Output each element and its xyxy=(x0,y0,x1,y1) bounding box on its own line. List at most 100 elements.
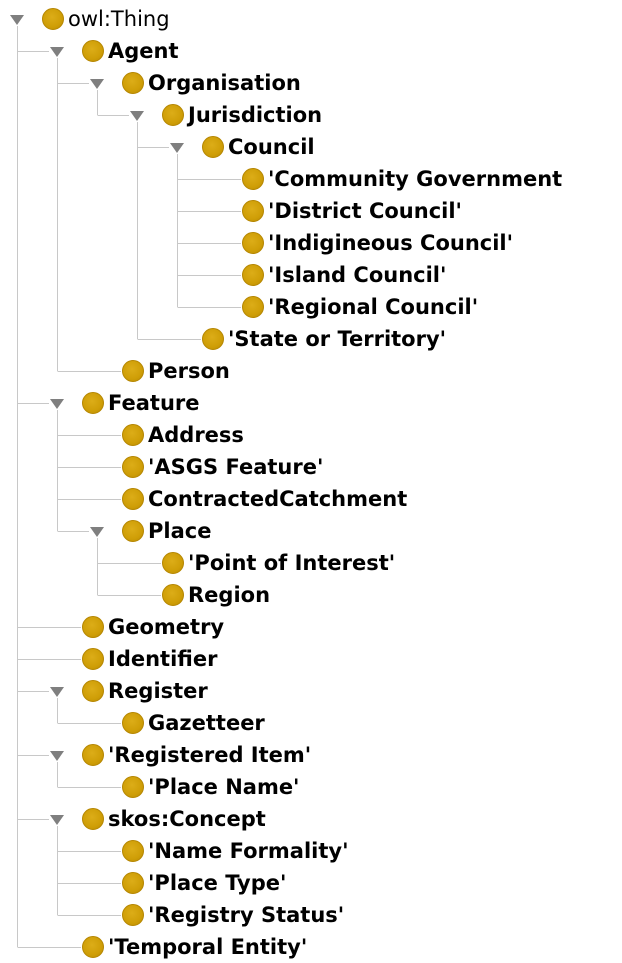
tree-node-register[interactable]: Register xyxy=(0,675,622,707)
class-circle-icon xyxy=(42,8,64,30)
tree-node-registry-status[interactable]: 'Registry Status' xyxy=(0,899,622,931)
triangle-down-icon[interactable] xyxy=(50,47,64,57)
tree-node-label: Agent xyxy=(108,39,179,63)
tree-node-state-or-territory[interactable]: 'State or Territory' xyxy=(0,323,622,355)
tree-node-label: 'Place Type' xyxy=(148,871,287,895)
triangle-down-icon[interactable] xyxy=(170,143,184,153)
tree-node-council[interactable]: Council xyxy=(0,131,622,163)
tree-node-label: ContractedCatchment xyxy=(148,487,408,511)
tree-node-owl-thing[interactable]: owl:Thing xyxy=(0,3,622,35)
tree-node-temporal-entity[interactable]: 'Temporal Entity' xyxy=(0,931,622,963)
tree-node-identifier[interactable]: Identifier xyxy=(0,643,622,675)
class-circle-icon xyxy=(162,104,184,126)
class-circle-icon xyxy=(82,680,104,702)
class-circle-icon xyxy=(242,168,264,190)
tree-node-regional-council[interactable]: 'Regional Council' xyxy=(0,291,622,323)
tree-node-indigineous-council[interactable]: 'Indigineous Council' xyxy=(0,227,622,259)
tree-node-address[interactable]: Address xyxy=(0,419,622,451)
tree-node-label: Person xyxy=(148,359,230,383)
tree-node-skos-concept[interactable]: skos:Concept xyxy=(0,803,622,835)
tree-node-feature[interactable]: Feature xyxy=(0,387,622,419)
tree-node-label: 'Registry Status' xyxy=(148,903,345,927)
class-circle-icon xyxy=(162,584,184,606)
tree-node-label: 'Temporal Entity' xyxy=(108,935,308,959)
triangle-down-icon[interactable] xyxy=(90,527,104,537)
class-circle-icon xyxy=(122,840,144,862)
tree-node-point-of-interest[interactable]: 'Point of Interest' xyxy=(0,547,622,579)
tree-node-registered-item[interactable]: 'Registered Item' xyxy=(0,739,622,771)
class-circle-icon xyxy=(82,808,104,830)
class-circle-icon xyxy=(202,328,224,350)
class-circle-icon xyxy=(122,72,144,94)
tree-node-gazetteer[interactable]: Gazetteer xyxy=(0,707,622,739)
class-circle-icon xyxy=(162,552,184,574)
tree-node-label: 'Regional Council' xyxy=(268,295,479,319)
triangle-down-icon[interactable] xyxy=(50,815,64,825)
tree-node-label: 'Island Council' xyxy=(268,263,447,287)
tree-node-label: Feature xyxy=(108,391,200,415)
class-circle-icon xyxy=(242,232,264,254)
tree-node-place-name[interactable]: 'Place Name' xyxy=(0,771,622,803)
tree-node-label: 'ASGS Feature' xyxy=(148,455,324,479)
triangle-down-icon[interactable] xyxy=(50,751,64,761)
tree-node-community-government[interactable]: 'Community Government xyxy=(0,163,622,195)
tree-node-geometry[interactable]: Geometry xyxy=(0,611,622,643)
class-circle-icon xyxy=(82,40,104,62)
class-circle-icon xyxy=(122,424,144,446)
tree-node-organisation[interactable]: Organisation xyxy=(0,67,622,99)
class-circle-icon xyxy=(122,488,144,510)
tree-node-contractedcatchment[interactable]: ContractedCatchment xyxy=(0,483,622,515)
class-circle-icon xyxy=(82,392,104,414)
tree-node-island-council[interactable]: 'Island Council' xyxy=(0,259,622,291)
tree-node-place-type[interactable]: 'Place Type' xyxy=(0,867,622,899)
tree-node-region[interactable]: Region xyxy=(0,579,622,611)
tree-node-label: 'Place Name' xyxy=(148,775,300,799)
class-circle-icon xyxy=(122,904,144,926)
triangle-down-icon[interactable] xyxy=(90,79,104,89)
tree-node-place[interactable]: Place xyxy=(0,515,622,547)
tree-node-name-formality[interactable]: 'Name Formality' xyxy=(0,835,622,867)
class-circle-icon xyxy=(82,648,104,670)
class-circle-icon xyxy=(122,872,144,894)
class-circle-icon xyxy=(82,936,104,958)
tree-node-label: 'State or Territory' xyxy=(228,327,447,351)
triangle-down-icon[interactable] xyxy=(50,399,64,409)
tree-node-label: Identifier xyxy=(108,647,218,671)
tree-node-label: Jurisdiction xyxy=(188,103,323,127)
class-circle-icon xyxy=(242,296,264,318)
class-circle-icon xyxy=(122,456,144,478)
tree-node-label: 'District Council' xyxy=(268,199,462,223)
tree-node-label: skos:Concept xyxy=(108,807,266,831)
class-circle-icon xyxy=(122,776,144,798)
tree-node-person[interactable]: Person xyxy=(0,355,622,387)
tree-node-district-council[interactable]: 'District Council' xyxy=(0,195,622,227)
tree-node-label: Council xyxy=(228,135,315,159)
tree-node-jurisdiction[interactable]: Jurisdiction xyxy=(0,99,622,131)
tree-node-label: Region xyxy=(188,583,271,607)
class-circle-icon xyxy=(202,136,224,158)
tree-node-asgs-feature[interactable]: 'ASGS Feature' xyxy=(0,451,622,483)
class-circle-icon xyxy=(242,264,264,286)
class-circle-icon xyxy=(122,520,144,542)
tree-node-label: Address xyxy=(148,423,244,447)
tree-node-label: 'Registered Item' xyxy=(108,743,312,767)
tree-node-agent[interactable]: Agent xyxy=(0,35,622,67)
tree-node-label: owl:Thing xyxy=(68,7,170,31)
tree-node-label: 'Name Formality' xyxy=(148,839,349,863)
tree-node-label: 'Indigineous Council' xyxy=(268,231,514,255)
tree-node-label: Register xyxy=(108,679,208,703)
tree-node-label: Organisation xyxy=(148,71,301,95)
tree-node-label: Gazetteer xyxy=(148,711,265,735)
tree-node-label: 'Point of Interest' xyxy=(188,551,396,575)
tree-node-label: Place xyxy=(148,519,212,543)
triangle-down-icon[interactable] xyxy=(130,111,144,121)
class-circle-icon xyxy=(82,616,104,638)
triangle-down-icon[interactable] xyxy=(10,15,24,25)
tree-node-label: 'Community Government xyxy=(268,167,563,191)
triangle-down-icon[interactable] xyxy=(50,687,64,697)
class-circle-icon xyxy=(82,744,104,766)
tree-node-label: Geometry xyxy=(108,615,225,639)
class-circle-icon xyxy=(122,712,144,734)
